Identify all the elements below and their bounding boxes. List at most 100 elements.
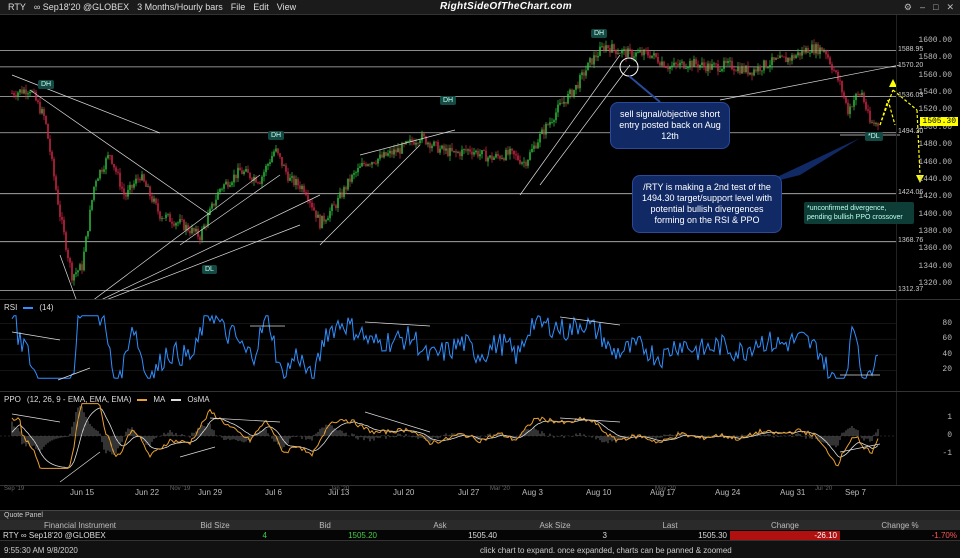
price-bar-body [611,44,613,53]
price-bar-body [483,150,485,151]
price-bar-body [25,89,27,95]
price-bar-body [711,63,713,70]
menu-file[interactable]: File [230,2,246,12]
price-bar-body [675,62,677,65]
cell-bid-size: 4 [262,530,267,540]
price-bar-body [171,221,173,224]
osma-bar [561,434,563,436]
quote-row[interactable]: RTY ∞ Sep18'20 @GLOBEX 4 1505.20 1505.40… [0,530,960,540]
ppo-pane[interactable]: PPO (12, 26, 9 - EMA, EMA, EMA) MA OsMA … [0,391,960,485]
price-bar-body [829,57,831,65]
price-chart[interactable] [0,15,960,299]
ppo-swatch [137,398,148,401]
price-bar-body [863,92,865,102]
osma-bar [271,436,273,439]
close-icon[interactable]: ✕ [946,2,954,12]
price-bar-body [109,155,111,156]
osma-bar [121,436,123,442]
price-bar-body [543,129,545,135]
col-bid[interactable]: Bid [319,520,331,530]
osma-bar [293,436,295,437]
menu-edit[interactable]: Edit [253,2,269,12]
price-bar-body [569,89,571,95]
col-last[interactable]: Last [662,520,678,530]
menu-view[interactable]: View [276,2,297,12]
price-bar-body [237,167,239,179]
price-pane[interactable]: 1600.00 1580.00 1560.00 1540.00 1520.00 1500.… [0,15,960,299]
contract-label[interactable]: ∞ Sep18'20 @GLOBEX [33,2,130,12]
price-bar-body [465,149,467,151]
cell-ask: 1505.40 [468,530,497,540]
osma-bar [577,434,579,436]
osma-bar [835,436,837,448]
col-ask-size[interactable]: Ask Size [539,520,571,530]
level-label: 1570.20 [898,61,924,69]
osma-bar [329,425,331,436]
price-bar-body [771,57,773,66]
date-tick: Aug 24 [715,488,741,497]
osma-bar [595,436,597,440]
symbol-label[interactable]: RTY [8,2,26,12]
gear-icon[interactable]: ⚙ [903,2,912,12]
col-ask[interactable]: Ask [433,520,447,530]
price-bar-body [287,171,289,181]
price-bar-body [853,100,855,107]
price-bar-body [461,149,463,157]
price-bar-body [519,160,521,164]
price-bar-body [63,219,65,233]
osma-bar [161,435,163,436]
rsi-pane[interactable]: RSI (14) 80 60 40 20 [0,299,960,391]
price-bar-body [531,148,533,153]
trendline [359,129,456,156]
price-tick: 1580.00 [918,53,952,63]
price-bar-body [285,165,287,172]
price-bar-body [165,214,167,219]
osma-bar [339,429,341,436]
price-bar-body [377,158,379,164]
price-bar-body [419,140,421,143]
col-bid-size[interactable]: Bid Size [200,520,230,530]
osma-bar [811,436,813,440]
price-bar-body [451,147,453,152]
price-bar-body [307,195,309,201]
price-bar-body [339,192,341,198]
osma-bar [843,432,845,436]
osma-bar [541,431,543,436]
ppo-chart[interactable] [0,392,960,486]
price-bar-body [731,60,733,70]
maximize-icon[interactable]: □ [933,2,939,12]
col-instrument[interactable]: Financial Instrument [43,520,117,530]
quote-panel-title[interactable]: Quote Panel [0,511,960,520]
price-bar-body [533,145,535,149]
osma-bar [655,436,657,440]
price-bar-body [633,56,635,58]
osma-bar [493,434,495,436]
osma-bar [13,426,15,436]
osma-bar [789,435,791,436]
col-change[interactable]: Change [770,520,800,530]
window-controls: ⚙ – □ ✕ [904,2,954,13]
col-change-pct[interactable]: Change % [881,520,919,530]
osma-bar [775,435,777,436]
osma-bar [597,436,599,439]
price-bar-body [71,262,73,281]
osma-bar [431,436,433,441]
price-bar-body [715,63,717,65]
level-label: 1494.30 [898,127,924,135]
osma-bar [795,433,797,436]
price-bar-body [527,159,529,166]
ppo-divergence-line [559,417,621,423]
rsi-chart[interactable] [0,300,960,392]
osma-bar [749,432,751,436]
timeframe-selector[interactable]: 3 Months/Hourly bars [137,2,223,12]
osma-bar [515,436,517,439]
osma-bar [301,436,303,439]
osma-bar [425,436,427,441]
minimize-icon[interactable]: – [920,2,926,12]
date-tick: Aug 17 [650,488,676,497]
osma-bar [537,430,539,436]
osma-bar [721,433,723,436]
price-bar-body [275,148,277,152]
price-bar-body [593,55,595,65]
osma-bar [807,435,809,436]
